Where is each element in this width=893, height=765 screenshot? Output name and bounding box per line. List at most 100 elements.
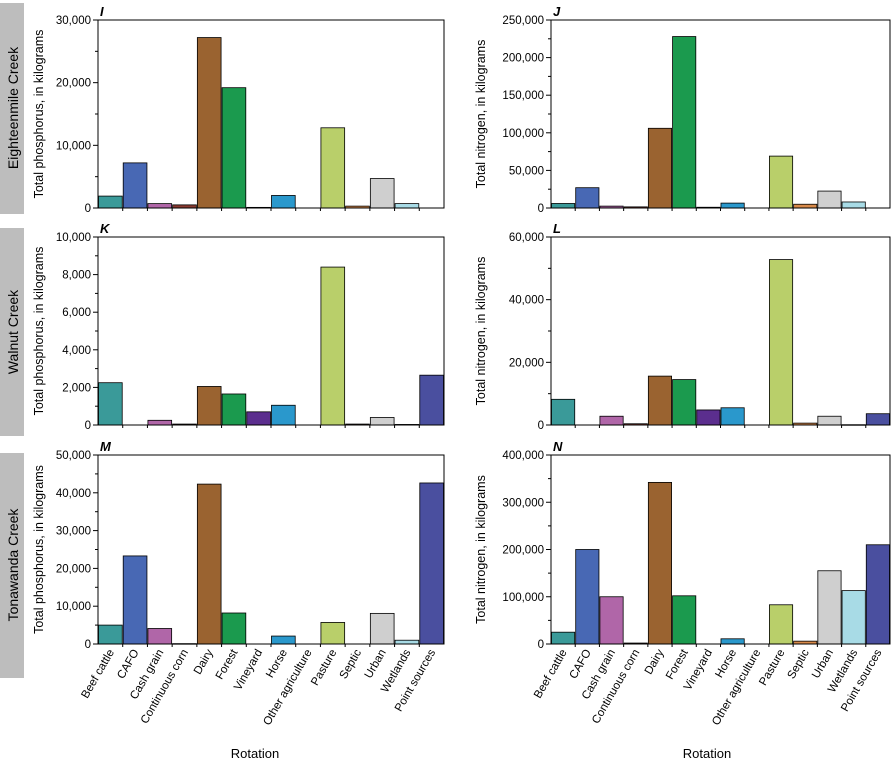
plot-frame-j: [550, 19, 891, 209]
bar-i-4: [196, 37, 222, 209]
bar-j-4: [647, 127, 672, 209]
bar-n-11: [817, 570, 842, 645]
bar-k-0: [98, 382, 123, 426]
bar-i-12: [394, 203, 420, 209]
category-label-m-11: Urban: [363, 648, 389, 681]
bar-j-10: [793, 203, 818, 209]
y-tick-label-i-2: 20,000: [56, 78, 91, 90]
bar-l-6: [696, 409, 721, 426]
bar-n-0: [551, 631, 576, 645]
y-axis-label-j: Total nitrogen, in kilograms: [474, 40, 488, 189]
bar-i-0: [98, 195, 123, 209]
panel-letter-i: I: [100, 4, 104, 19]
bar-m-13: [419, 482, 444, 645]
y-tick-label-k-0: 0: [85, 420, 91, 432]
category-label-n-4: Dairy: [643, 647, 667, 676]
category-label-n-1: CAFO: [568, 647, 594, 681]
creek-label-tonawanda: Tonawanda Creek: [5, 508, 21, 622]
bar-n-9: [769, 604, 794, 645]
y-tick-label-n-4: 400,000: [502, 450, 544, 462]
bar-k-11: [369, 417, 395, 426]
y-tick-label-m-0: 0: [85, 639, 91, 651]
y-axis-label-m: Total phosphorus, in kilograms: [32, 465, 46, 634]
y-tick-label-m-5: 50,000: [56, 450, 91, 462]
bar-m-2: [147, 628, 173, 645]
y-tick-label-l-0: 0: [538, 420, 544, 432]
y-tick-label-n-3: 300,000: [502, 497, 544, 509]
x-axis-label-right: Rotation: [683, 746, 731, 761]
y-tick-label-k-1: 2,000: [62, 382, 91, 394]
bar-l-7: [720, 407, 745, 426]
bar-j-1: [575, 187, 600, 209]
bar-l-9: [769, 259, 794, 426]
y-tick-label-n-0: 0: [538, 639, 544, 651]
creek-tab-2: Walnut Creek: [0, 228, 24, 436]
bar-m-1: [122, 555, 148, 645]
y-tick-label-j-0: 0: [538, 203, 544, 215]
category-label-m-5: Forest: [214, 647, 241, 682]
bar-i-2: [147, 203, 173, 209]
y-tick-label-m-4: 40,000: [56, 488, 91, 500]
chart-panel-l: 0 20,000 40,000 60,000 L Total nitrogen, in k…: [474, 221, 891, 432]
y-tick-label-n-1: 100,000: [502, 592, 544, 604]
bar-i-1: [122, 162, 148, 209]
bar-m-9: [320, 622, 346, 645]
chart-panel-n: 0 100,000 200,000 300,000 400,000 N Total nitr…: [474, 439, 891, 728]
bar-m-11: [369, 612, 395, 645]
y-axis-label-l: Total nitrogen, in kilograms: [474, 257, 488, 406]
chart-panel-k: 0 2,000 4,000 6,000 8,000 10,000 K Total phosph…: [32, 221, 445, 432]
bar-m-7: [271, 635, 296, 645]
bar-l-0: [551, 398, 576, 426]
bar-n-13: [865, 544, 890, 645]
bar-j-0: [551, 203, 576, 209]
y-tick-label-m-2: 20,000: [56, 563, 91, 575]
bar-i-9: [320, 127, 346, 209]
y-tick-label-j-1: 50,000: [509, 165, 544, 177]
bar-k-13: [419, 374, 444, 426]
bar-j-7: [720, 202, 745, 209]
category-label-n-8: Other agriculture: [710, 648, 763, 728]
creek-label-eighteenmile: Eighteenmile Creek: [5, 46, 21, 169]
y-tick-label-j-5: 250,000: [502, 15, 544, 27]
bar-k-2: [147, 419, 173, 426]
bar-j-12: [841, 201, 866, 209]
plot-frame-k: [97, 236, 445, 426]
bar-k-7: [271, 404, 296, 426]
panel-letter-j: J: [553, 4, 561, 19]
bar-l-13: [865, 413, 890, 426]
bar-l-2: [599, 415, 624, 426]
bar-i-11: [369, 178, 395, 209]
chart-panel-m: 0 10,000 20,000 30,000 40,000 50,000 M Total ph…: [32, 439, 445, 728]
bar-j-5: [672, 36, 697, 209]
bar-n-1: [575, 549, 600, 645]
bar-j-9: [769, 155, 794, 209]
category-label-m-1: CAFO: [115, 647, 141, 681]
bar-k-4: [196, 386, 222, 426]
category-label-m-4: Dairy: [192, 647, 216, 676]
category-label-n-7: Horse: [713, 648, 739, 681]
plot-frame-l: [550, 236, 891, 426]
chart-panel-i: 0 10,000 20,000 30,000 I Total phosphorus, in…: [32, 4, 445, 215]
bar-l-4: [647, 375, 672, 426]
y-tick-label-i-3: 30,000: [56, 15, 91, 27]
chart-panels: 0 10,000 20,000 30,000 I Total phosphorus, in…: [32, 4, 891, 728]
y-tick-label-l-3: 60,000: [509, 232, 544, 244]
x-axis-label-left: Rotation: [231, 746, 279, 761]
y-tick-label-j-4: 200,000: [502, 53, 544, 65]
y-tick-label-k-4: 8,000: [62, 270, 91, 282]
y-tick-label-i-1: 10,000: [56, 140, 91, 152]
bar-n-2: [599, 596, 624, 645]
bar-n-12: [841, 590, 866, 645]
y-tick-label-j-3: 150,000: [502, 90, 544, 102]
category-label-m-0: Beef cattle: [79, 648, 117, 701]
chart-panel-j: 0 50,000 100,000 150,000 200,000 250,000 J Tota…: [474, 4, 891, 215]
y-tick-label-n-2: 200,000: [502, 545, 544, 557]
category-label-n-11: Urban: [810, 648, 836, 681]
category-label-n-0: Beef cattle: [532, 648, 570, 701]
bar-i-7: [271, 195, 296, 209]
bar-m-5: [221, 612, 247, 645]
category-label-n-10: Septic: [786, 647, 812, 681]
y-tick-label-l-2: 40,000: [509, 295, 544, 307]
creek-label-walnut: Walnut Creek: [5, 289, 21, 374]
